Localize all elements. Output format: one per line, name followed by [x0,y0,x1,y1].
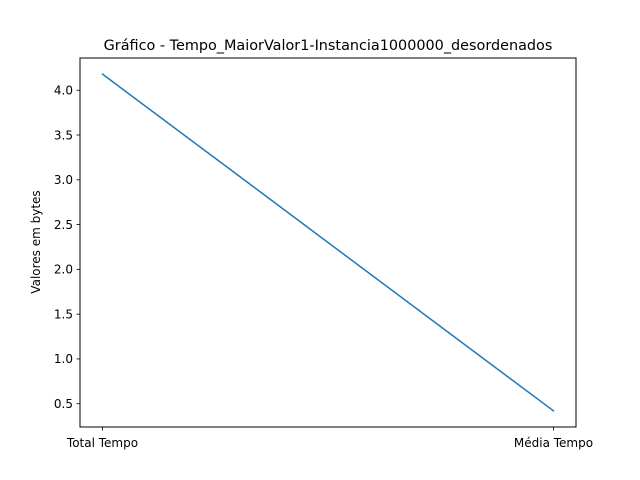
plot-area-frame [79,57,577,428]
chart-title: Gráfico - Tempo_MaiorValor1-Instancia100… [104,38,553,54]
y-tick-label: 3.5 [54,128,73,142]
y-tick-label: 4.0 [54,84,73,98]
y-tick-label: 1.0 [54,352,73,366]
y-tick-label: 2.5 [54,218,73,232]
series-layer [101,73,555,412]
series-line-0 [101,73,555,412]
y-tick-label: 0.5 [54,397,73,411]
y-axis: 0.5 1.0 1.5 2.0 2.5 3.0 3.5 4.0 [54,84,80,411]
x-tick-label: Média Tempo [514,436,593,450]
y-axis-label: Valores em bytes [29,190,43,293]
y-tick-label: 3.0 [54,173,73,187]
x-tick-label: Total Tempo [66,436,138,450]
y-tick-label: 2.0 [54,263,73,277]
x-axis: Total Tempo Média Tempo [66,427,593,450]
y-tick-label: 1.5 [54,307,73,321]
